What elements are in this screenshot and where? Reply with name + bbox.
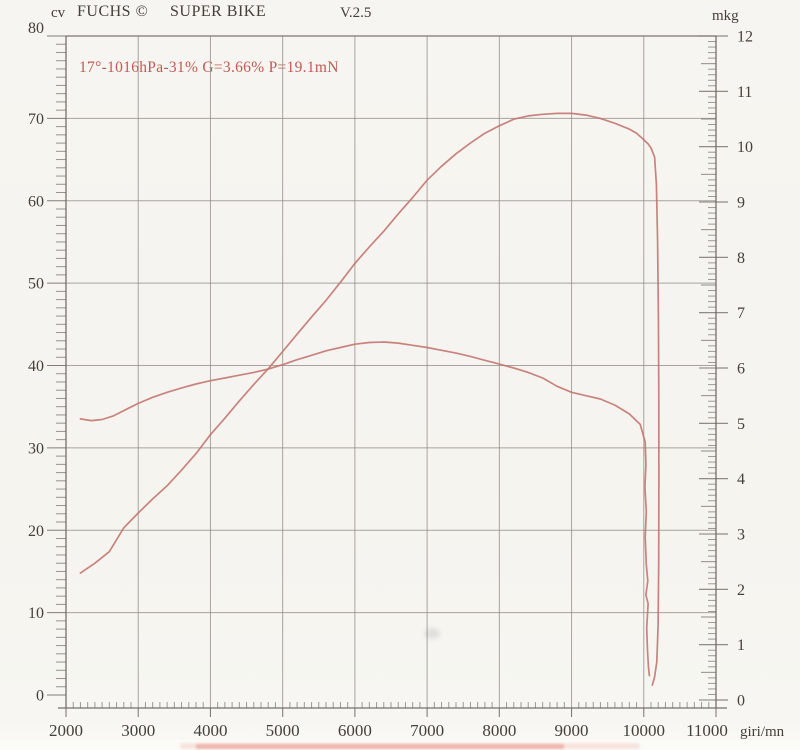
- right-tick-label: 11: [737, 84, 752, 101]
- right-tick-label: 3: [737, 527, 745, 544]
- right-tick-label: 4: [737, 471, 745, 488]
- left-tick-label: 50: [28, 276, 44, 293]
- right-tick-label: 5: [737, 416, 745, 433]
- left-tick-label: 70: [28, 111, 44, 128]
- scan-smudge-spot: [424, 628, 440, 639]
- left-tick-label: 80: [28, 20, 44, 37]
- x-tick-label: 3000: [121, 721, 155, 740]
- power-curve: [79, 112, 660, 686]
- left-tick-label: 60: [28, 193, 44, 210]
- right-tick-label: 6: [737, 361, 745, 378]
- right-tick-label: 8: [737, 250, 745, 267]
- x-tick-label: 9000: [555, 721, 589, 740]
- right-tick-label: 7: [737, 305, 745, 322]
- right-tick-label: 0: [737, 693, 745, 710]
- left-tick-label: 20: [28, 523, 44, 540]
- test-conditions-annotation: 17°-1016hPa-31% G=3.66% P=19.1mN: [79, 59, 339, 76]
- left-tick-label: 10: [28, 605, 44, 622]
- x-tick-label: 7000: [410, 721, 444, 740]
- x-axis-unit-label: giri/mn: [740, 724, 785, 740]
- torque-curve: [79, 341, 651, 677]
- right-tick-label: 2: [737, 582, 745, 599]
- x-tick-label: 10000: [623, 721, 666, 740]
- right-tick-label: 1: [737, 637, 745, 654]
- x-tick-label: 6000: [338, 721, 372, 740]
- right-axis-unit-label: mkg: [712, 8, 739, 24]
- left-tick-label: 0: [36, 688, 44, 705]
- version-label: V.2.5: [340, 5, 372, 21]
- x-tick-label: 5000: [266, 721, 300, 740]
- x-tick-label: 2000: [49, 721, 83, 740]
- left-axis-unit-label: cv: [51, 5, 66, 21]
- right-tick-label: 9: [737, 195, 745, 212]
- right-tick-label: 12: [737, 29, 753, 46]
- left-tick-label: 30: [28, 440, 44, 457]
- brand-label: FUCHS ©: [77, 3, 149, 20]
- x-tick-label: 8000: [482, 721, 516, 740]
- app-name-label: SUPER BIKE: [170, 3, 267, 20]
- scan-smear-pink: [196, 744, 564, 749]
- left-tick-label: 40: [28, 358, 44, 375]
- right-tick-label: 10: [737, 139, 753, 156]
- x-tick-label: 11000: [686, 721, 728, 740]
- x-tick-label: 4000: [193, 721, 227, 740]
